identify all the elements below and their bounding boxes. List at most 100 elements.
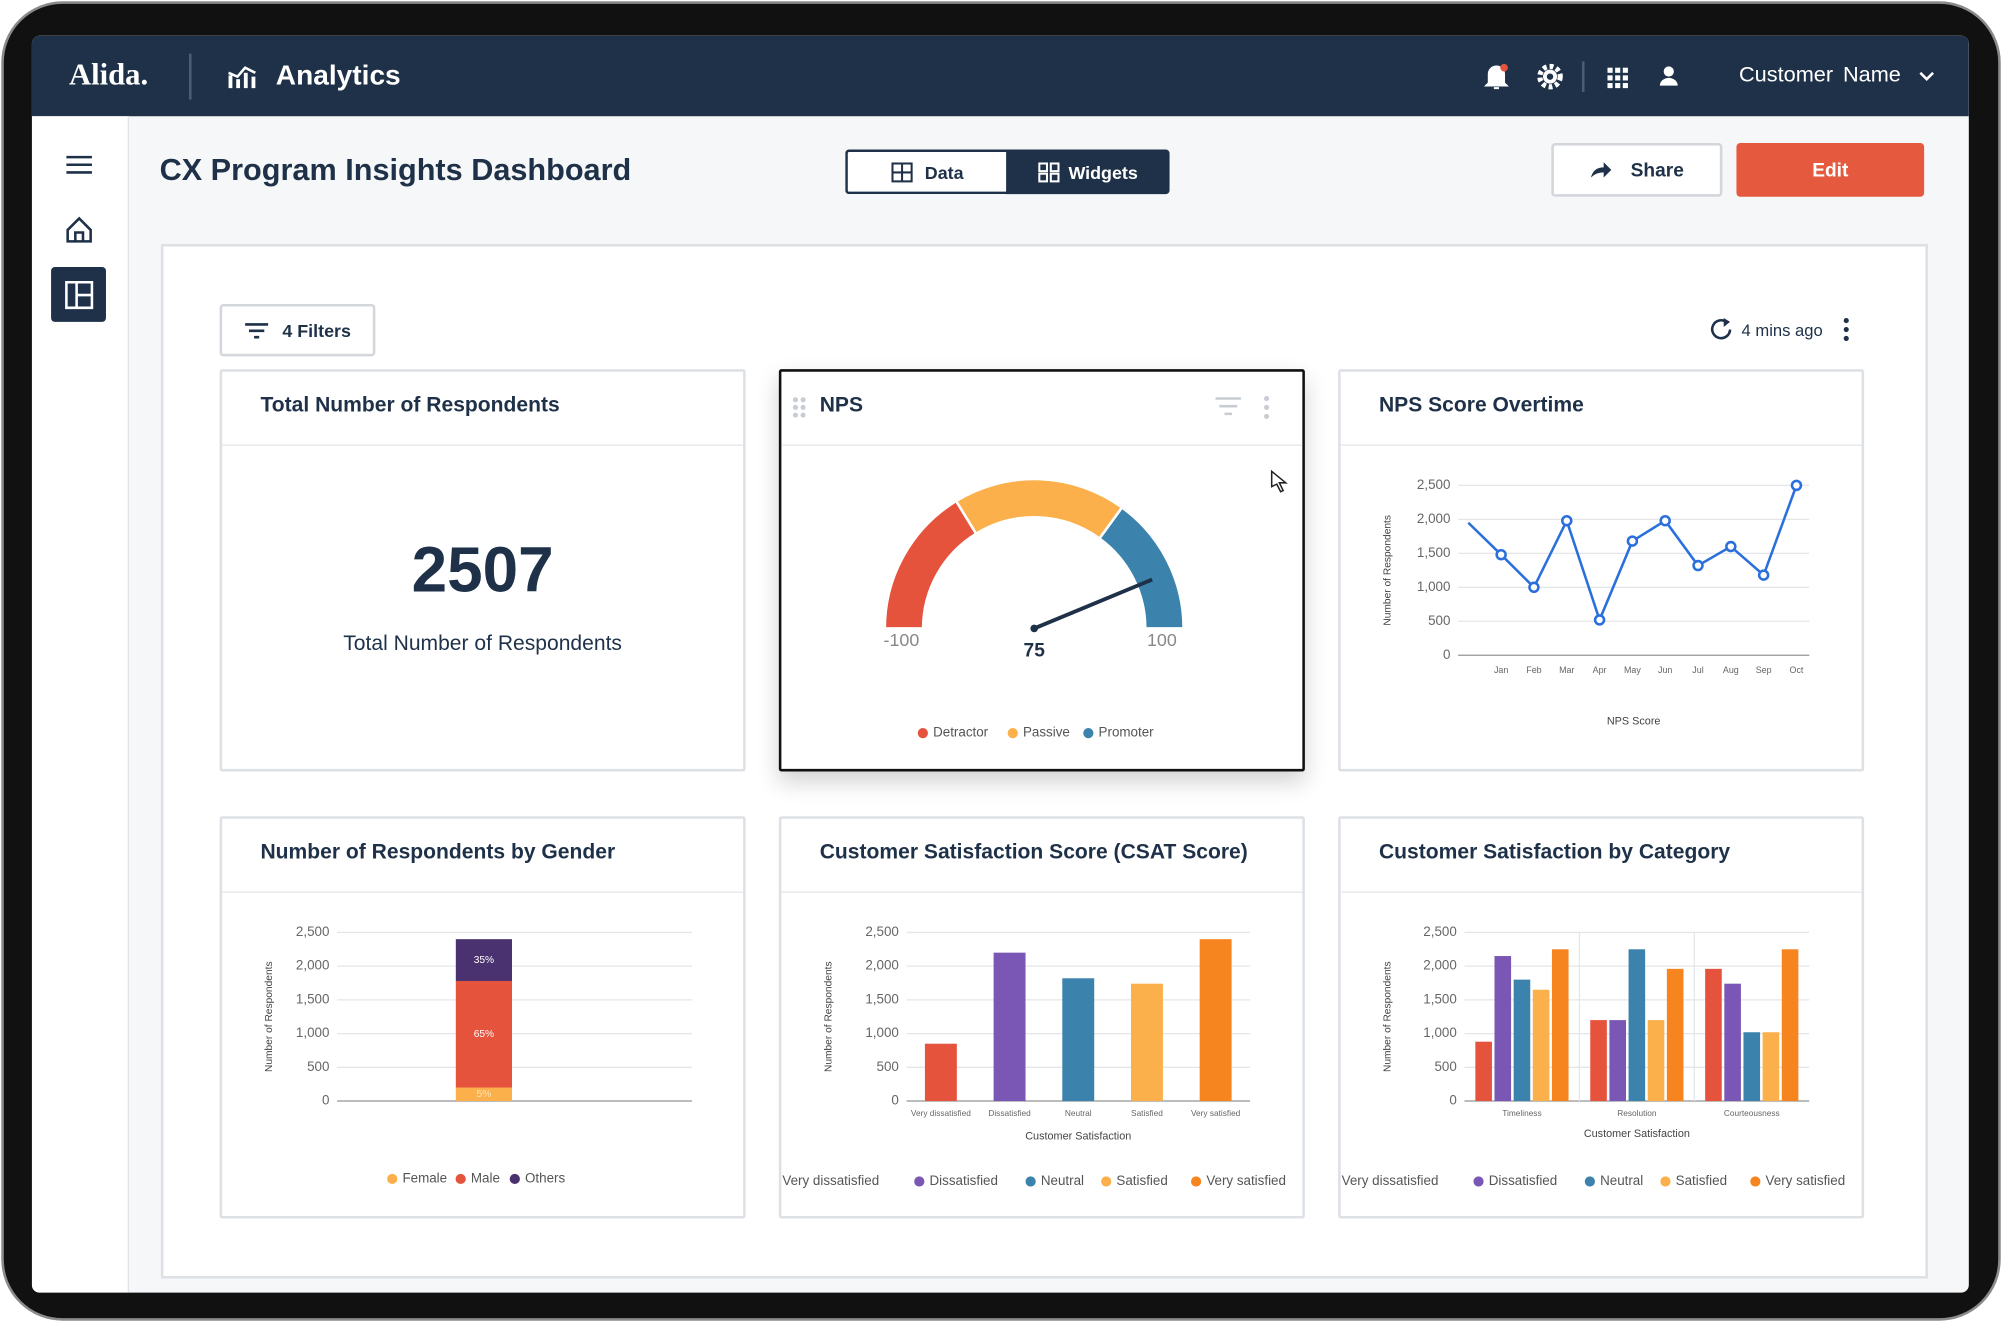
screen: Alida. Analytics Customer Name CX Progra… xyxy=(31,35,1969,1293)
widget[interactable]: 0 500 1,000 1,500 2,000 2,500 Number of Respon… xyxy=(778,816,1305,1219)
bar xyxy=(1781,949,1799,1102)
point xyxy=(1790,479,1803,492)
app-name[interactable]: Analytics xyxy=(275,58,401,91)
bar-segment xyxy=(455,939,512,981)
legend-label: Male xyxy=(471,1170,500,1185)
widget-title: Number of Respondents by Gender xyxy=(260,840,616,864)
legend-label: Very satisfied xyxy=(1206,1173,1286,1188)
bar xyxy=(1494,956,1512,1102)
segment-label: 65% xyxy=(474,1029,494,1040)
logo[interactable]: Alida. xyxy=(68,58,149,92)
chart: 0 500 1,000 1,500 2,000 2,500 Number of Respon… xyxy=(1383,477,1810,728)
y-tick-label: 2,500 xyxy=(1417,477,1451,492)
bar xyxy=(1647,1020,1665,1102)
widget[interactable]: Total Number of Respondents 2507 Total N… xyxy=(219,369,746,772)
x-tick-label: Apr xyxy=(1593,665,1607,675)
bell-icon[interactable] xyxy=(1483,65,1509,90)
x-tick-label: Oct xyxy=(1790,665,1804,675)
legend-label: Promoter xyxy=(1099,725,1155,740)
drag-handle[interactable] xyxy=(792,397,806,418)
x-tick-label: Courteousness xyxy=(1724,1108,1780,1118)
apps-icon[interactable] xyxy=(1607,67,1628,89)
divider xyxy=(188,53,192,100)
legend-label: Satisfied xyxy=(1116,1173,1167,1188)
bar xyxy=(1666,968,1684,1102)
gauge-value: 75 xyxy=(1024,640,1046,661)
legend-swatch xyxy=(1083,728,1094,739)
x-tick-label: Dissatisfied xyxy=(988,1108,1031,1118)
legend-swatch xyxy=(1660,1176,1671,1187)
edit-button[interactable]: Edit xyxy=(1736,143,1925,197)
divider xyxy=(1581,61,1585,92)
more-icon[interactable] xyxy=(1264,395,1270,419)
x-tick-label: Mar xyxy=(1559,665,1574,675)
bar xyxy=(924,1043,957,1102)
x-axis-label: Customer Satisfaction xyxy=(1025,1131,1131,1143)
x-axis-label: NPS Score xyxy=(1607,716,1661,728)
y-axis-label: Number of Respondents xyxy=(1383,515,1394,626)
legend-label: Passive xyxy=(1023,725,1070,740)
x-tick-label: Resolution xyxy=(1617,1108,1657,1118)
toggle-label: Widgets xyxy=(1068,161,1138,183)
data-toggle[interactable]: Data xyxy=(845,149,1008,195)
widget[interactable]: 0 500 1,000 1,500 2,000 2,500 Number of Respon… xyxy=(1338,816,1865,1219)
user-icon[interactable] xyxy=(1659,66,1678,86)
bar xyxy=(1609,1020,1627,1102)
y-tick-label: 2,500 xyxy=(296,924,330,939)
user-name[interactable]: Customer Name xyxy=(1739,62,1901,87)
widget[interactable]: 0 500 1,000 1,500 2,000 2,500 Number of Respon… xyxy=(219,816,746,1219)
legend-label: Dissatisfied xyxy=(930,1173,998,1188)
divider xyxy=(222,444,744,446)
y-tick-label: 500 xyxy=(307,1059,329,1074)
dropdown-caret[interactable] xyxy=(1919,71,1934,81)
x-tick-label: Neutral xyxy=(1065,1108,1092,1118)
y-tick-label: 1,500 xyxy=(1423,991,1457,1006)
filters-button[interactable]: 4 Filters xyxy=(219,303,376,357)
button-label: Share xyxy=(1630,159,1684,181)
legend-label: Detractor xyxy=(933,725,989,740)
cursor xyxy=(1270,469,1288,493)
header-icons xyxy=(1483,61,1934,92)
y-tick-label: 0 xyxy=(891,1093,898,1108)
x-tick-label: Satisfied xyxy=(1131,1108,1163,1118)
gear-icon[interactable] xyxy=(1537,63,1563,90)
y-tick-label: 0 xyxy=(322,1093,329,1108)
gauge-band xyxy=(1097,505,1185,630)
bar xyxy=(1475,1041,1492,1102)
legend-label: Female xyxy=(402,1170,447,1185)
widgets-toggle[interactable]: Widgets xyxy=(1006,149,1170,195)
legend-label: Very dissatisfied xyxy=(782,1173,879,1188)
chart: -100 100 75 Detractor Passive Promoter xyxy=(792,395,1288,740)
widget[interactable]: 0 500 1,000 1,500 2,000 2,500 Number of Respon… xyxy=(1338,369,1865,772)
home-icon[interactable] xyxy=(66,216,92,243)
bar xyxy=(1551,949,1569,1102)
point xyxy=(1692,559,1704,572)
bar xyxy=(1628,949,1646,1102)
more-icon[interactable] xyxy=(1840,317,1853,345)
bar xyxy=(1762,1032,1780,1102)
legend-label: Neutral xyxy=(1600,1173,1643,1188)
segment-label: 35% xyxy=(474,955,494,966)
filter-icon[interactable] xyxy=(1215,397,1242,416)
refresh-icon[interactable] xyxy=(1710,317,1736,343)
menu-icon[interactable] xyxy=(66,155,92,174)
point xyxy=(1495,548,1507,561)
share-button[interactable]: Share xyxy=(1551,143,1723,197)
kpi-value: 2507 xyxy=(411,533,554,606)
point xyxy=(1659,514,1671,527)
widget-title: NPS xyxy=(819,393,864,417)
bar-segment xyxy=(455,980,512,1088)
legend-swatch xyxy=(455,1173,466,1185)
widget-title: Customer Satisfaction by Category xyxy=(1378,840,1731,864)
widget[interactable]: -100 100 75 Detractor Passive Promoter NPS xyxy=(778,369,1305,772)
y-tick-label: 2,000 xyxy=(1423,958,1457,973)
y-tick-label: 1,000 xyxy=(296,1025,330,1040)
x-tick-label: Jan xyxy=(1494,665,1508,675)
chart: 0 500 1,000 1,500 2,000 2,500 Number of Respon… xyxy=(1342,924,1846,1188)
bar xyxy=(1590,1020,1607,1102)
y-tick-label: 2,000 xyxy=(296,958,330,973)
bar xyxy=(1724,983,1741,1102)
button-label: 4 Filters xyxy=(282,319,351,341)
y-tick-label: 0 xyxy=(1449,1093,1456,1108)
